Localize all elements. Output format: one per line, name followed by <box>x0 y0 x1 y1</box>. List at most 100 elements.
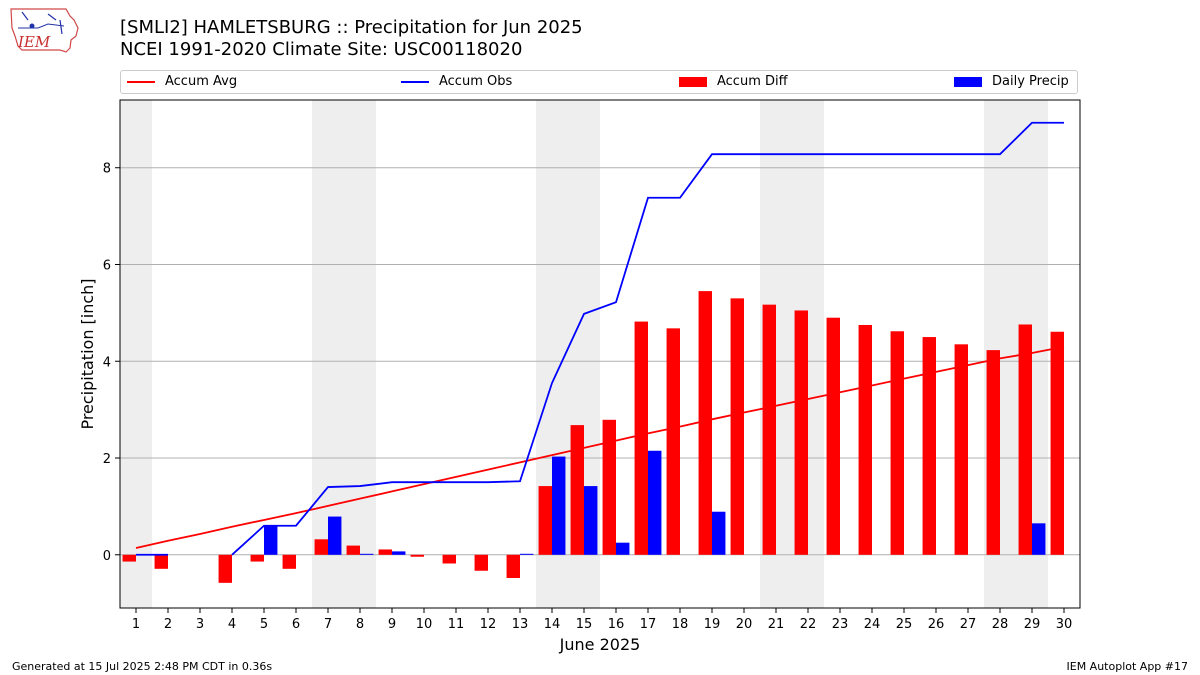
legend-item-accum-diff: Accum Diff <box>679 74 788 90</box>
legend: Accum Avg Accum Obs Accum Diff Daily Pre… <box>120 70 1078 94</box>
daily-precip-bar <box>520 553 534 555</box>
x-tick-label: 19 <box>704 617 721 632</box>
x-tick-label: 4 <box>228 617 236 632</box>
legend-item-daily-precip: Daily Precip <box>954 74 1069 90</box>
daily-precip-bar <box>552 456 566 555</box>
accum-diff-bar <box>538 486 552 555</box>
accum-diff-bar <box>602 419 616 555</box>
daily-precip-bar <box>616 542 630 555</box>
weekend-band <box>344 100 376 608</box>
accum-diff-bar <box>218 554 232 583</box>
daily-precip-bar <box>264 525 278 555</box>
accum-diff-bar <box>666 328 680 555</box>
legend-label: Accum Obs <box>439 74 513 89</box>
gridlines <box>120 167 1080 556</box>
x-tick-label: 3 <box>196 617 204 632</box>
logo-text: IEM <box>17 33 51 51</box>
daily-precip-bar <box>712 511 726 555</box>
accum-diff-bar <box>986 350 1000 555</box>
daily-precip-bar <box>1032 523 1046 555</box>
x-tick-label: 6 <box>292 617 300 632</box>
legend-swatch-red-line <box>127 80 155 83</box>
accum-diff-bar <box>762 304 776 555</box>
accum-diff-bar <box>250 554 264 562</box>
x-tick-label: 23 <box>832 617 849 632</box>
accum-diff-bar <box>442 554 456 564</box>
accum-diff-bar <box>122 554 136 562</box>
y-tick-label: 4 <box>103 355 111 370</box>
legend-label: Daily Precip <box>992 74 1069 89</box>
x-tick-label: 15 <box>576 617 593 632</box>
x-axis-label: June 2025 <box>559 635 641 654</box>
x-tick-label: 16 <box>608 617 625 632</box>
x-tick-label: 20 <box>736 617 753 632</box>
plot-frame <box>119 99 1081 609</box>
x-tick-label: 18 <box>672 617 689 632</box>
x-tick-label: 26 <box>928 617 945 632</box>
accum-diff-bar <box>314 539 328 555</box>
legend-label: Accum Diff <box>717 74 788 89</box>
x-axis-ticks: 1 2 3 4 5 6 7 8 9 10 11 12 13 14 15 16 17 18 19 20 21 22 23 24 2… <box>132 608 1072 632</box>
x-tick-label: 22 <box>800 617 817 632</box>
accum-diff-bar <box>890 331 904 555</box>
x-tick-label: 25 <box>896 617 913 632</box>
x-tick-label: 30 <box>1056 617 1073 632</box>
accum-diff-bar <box>1018 324 1032 555</box>
accum-diff-bar <box>858 324 872 555</box>
weekend-band <box>120 100 152 608</box>
chart-subtitle: NCEI 1991-2020 Climate Site: USC00118020 <box>120 39 523 60</box>
x-tick-label: 29 <box>1024 617 1041 632</box>
legend-swatch-blue-line <box>401 80 429 83</box>
accum-diff-bar <box>698 291 712 555</box>
accum-diff-bar <box>154 554 168 569</box>
accum-avg-line <box>135 345 1065 549</box>
accum-diff-bar <box>282 554 296 569</box>
accum-diff-bar <box>410 554 424 557</box>
generated-timestamp: Generated at 15 Jul 2025 2:48 PM CDT in … <box>12 660 273 673</box>
x-tick-label: 24 <box>864 617 881 632</box>
accum-diff-bar <box>506 554 520 579</box>
accum-diff-bar <box>474 554 488 571</box>
y-tick-label: 0 <box>103 549 111 564</box>
accum-diff-bar <box>922 337 936 555</box>
legend-item-accum-avg: Accum Avg <box>127 74 237 90</box>
accum-diff-bar <box>826 317 840 555</box>
accum-diff-bar <box>634 321 648 555</box>
x-tick-label: 5 <box>260 617 268 632</box>
x-tick-label: 13 <box>512 617 529 632</box>
accum-diff-bar <box>1050 331 1064 555</box>
y-tick-label: 6 <box>103 258 111 273</box>
accum-diff-bar <box>730 298 744 555</box>
accum-diff-bar <box>570 425 584 555</box>
x-tick-label: 12 <box>480 617 497 632</box>
x-tick-label: 11 <box>448 617 465 632</box>
line-series <box>135 121 1065 556</box>
x-tick-label: 9 <box>388 617 396 632</box>
daily-precip-bar <box>584 486 598 555</box>
x-tick-label: 7 <box>324 617 332 632</box>
x-tick-label: 1 <box>132 617 140 632</box>
chart-title: [SMLI2] HAMLETSBURG :: Precipitation for… <box>120 17 583 38</box>
y-tick-label: 8 <box>103 162 111 177</box>
x-tick-label: 8 <box>356 617 364 632</box>
x-tick-label: 28 <box>992 617 1009 632</box>
x-tick-label: 17 <box>640 617 657 632</box>
y-tick-label: 2 <box>103 452 111 467</box>
x-tick-label: 21 <box>768 617 785 632</box>
x-tick-label: 2 <box>164 617 172 632</box>
app-credit: IEM Autoplot App #17 <box>1066 660 1189 673</box>
legend-item-accum-obs: Accum Obs <box>401 74 512 90</box>
accum-diff-bar <box>346 545 360 555</box>
y-axis-ticks: 0 2 4 6 8 <box>103 162 120 564</box>
iowa-state-outline-icon: IEM <box>10 8 79 53</box>
y-axis-label: Precipitation [inch] <box>78 278 97 429</box>
daily-precip-bar <box>392 551 406 555</box>
bar-series <box>122 291 1064 583</box>
legend-swatch-blue-box <box>954 76 982 87</box>
daily-precip-bar <box>648 450 662 555</box>
accum-diff-bar <box>378 549 392 555</box>
daily-precip-bar <box>328 516 342 555</box>
iem-logo: IEM <box>8 6 80 60</box>
x-tick-label: 14 <box>544 617 561 632</box>
